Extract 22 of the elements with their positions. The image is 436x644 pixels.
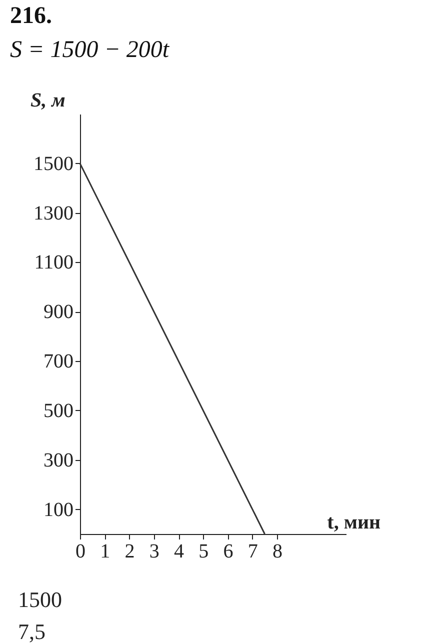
y-tick-label: 1100 <box>34 252 74 274</box>
y-tick-label: 1500 <box>34 152 74 175</box>
text: 7,5 <box>18 619 46 644</box>
x-tick-label: 6 <box>223 540 234 562</box>
x-tick-label: 5 <box>198 540 209 562</box>
x-tick-label: 3 <box>149 540 160 562</box>
chart-title: 216. <box>10 3 52 29</box>
y-tick-label: 900 <box>44 301 74 324</box>
y-tick-label: 100 <box>44 498 74 521</box>
chart-subtitle: S = 1500 − 200t <box>10 37 170 63</box>
y-tick-label: 700 <box>44 350 74 373</box>
y-axis-title: S, м <box>30 90 66 112</box>
y-tick-label: 300 <box>44 449 74 472</box>
x-axis-title: t, мин <box>327 512 380 534</box>
x-tick-label: 7 <box>248 540 258 562</box>
x-tick-label: 4 <box>174 540 184 562</box>
y-tick-label: 500 <box>44 400 74 422</box>
x-tick-label: 8 <box>272 540 283 562</box>
y-tick-label: 1300 <box>34 202 74 224</box>
x-tick-label: 0 <box>76 540 86 562</box>
x-tick-label: 2 <box>124 540 135 562</box>
x-tick-label: 1 <box>100 540 110 562</box>
